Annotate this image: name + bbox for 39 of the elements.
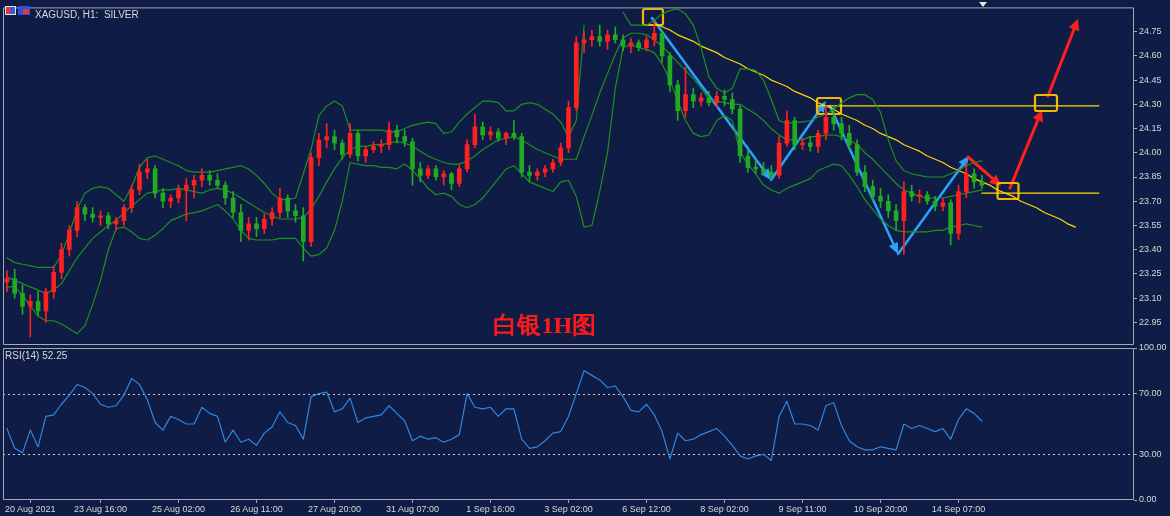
x-tick-label: 20 Aug 2021 (5, 503, 56, 514)
y-tick-label: 24.75 (1139, 26, 1162, 37)
x-tick-label: 6 Sep 12:00 (622, 503, 671, 514)
y-tick-label: 100.00 (1139, 342, 1167, 353)
y-tick-label: 30.00 (1139, 448, 1162, 459)
x-tick-label: 1 Sep 16:00 (466, 503, 515, 514)
x-tick-label: 25 Aug 02:00 (151, 503, 206, 514)
candlestick (183, 178, 189, 221)
candlestick (753, 158, 759, 175)
chart-title: XAGUSD, H1: SILVER (35, 9, 139, 21)
y-tick-label: 23.10 (1139, 292, 1162, 303)
x-tick-label: 14 Sep 07:00 (931, 503, 986, 514)
x-tick-label: 9 Sep 11:00 (778, 503, 827, 514)
candlestick (768, 165, 774, 181)
y-tick-label: 70.00 (1139, 388, 1162, 399)
y-tick-label: 24.45 (1139, 74, 1162, 85)
x-tick-label: 31 Aug 07:00 (385, 503, 440, 514)
candlestick (90, 207, 96, 223)
candlestick (27, 294, 33, 338)
chart-title: RSI(14) 52.25 (5, 349, 68, 361)
y-tick-label: 24.30 (1139, 98, 1162, 109)
y-tick-label: 0.00 (1139, 494, 1157, 505)
y-tick-label: 24.60 (1139, 50, 1162, 61)
y-tick-label: 23.70 (1139, 195, 1162, 206)
y-tick-label: 24.00 (1139, 147, 1162, 158)
x-tick-label: 8 Sep 02:00 (700, 503, 749, 514)
x-tick-label: 23 Aug 16:00 (73, 503, 128, 514)
x-tick-label: 10 Sep 20:00 (853, 503, 908, 514)
y-tick-label: 24.15 (1139, 123, 1162, 134)
y-tick-label: 23.40 (1139, 244, 1162, 255)
y-tick-label: 22.95 (1139, 316, 1162, 327)
candlestick (324, 123, 330, 149)
y-tick-label: 23.85 (1139, 171, 1162, 182)
x-tick-label: 3 Sep 02:00 (544, 503, 593, 514)
x-tick-label: 26 Aug 11:00 (230, 503, 283, 514)
y-tick-label: 23.55 (1139, 219, 1162, 230)
annotation: 白银1H图 (493, 312, 597, 339)
y-tick-label: 23.25 (1139, 268, 1162, 279)
x-tick-label: 27 Aug 20:00 (307, 503, 362, 514)
